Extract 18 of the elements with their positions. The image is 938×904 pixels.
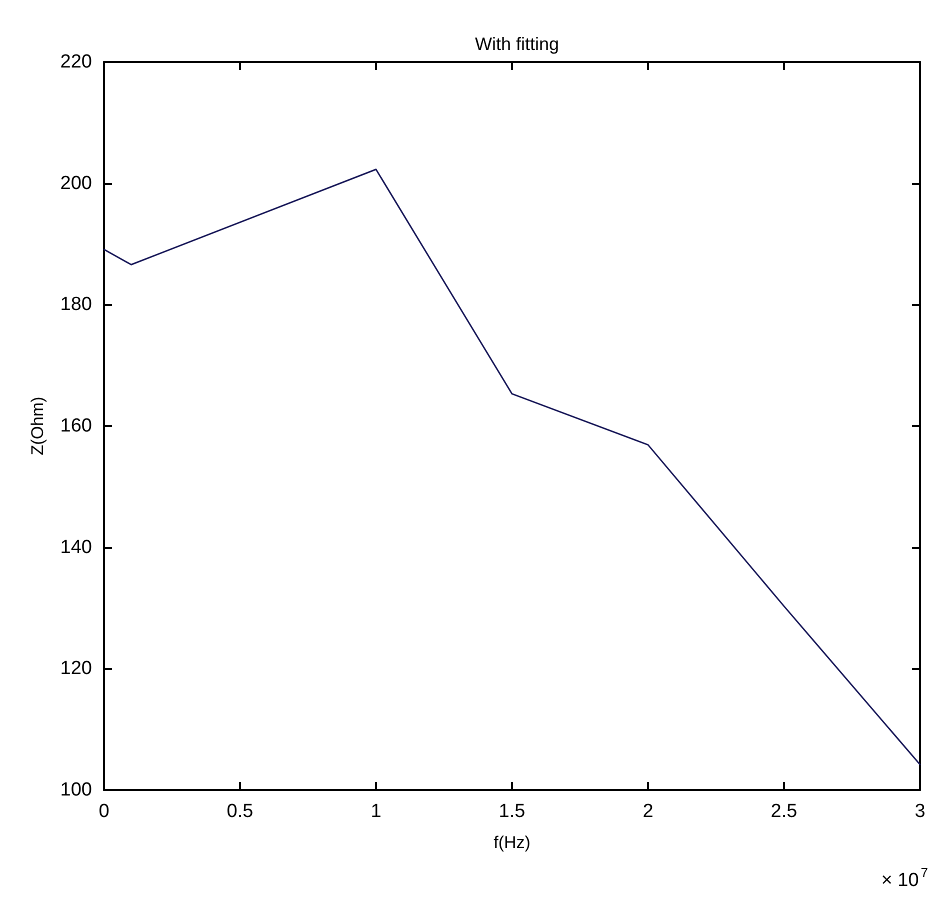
y-tick-label: 120 — [60, 658, 92, 680]
y-tick-label: 100 — [60, 780, 92, 800]
x-tick-label: 2 — [642, 801, 654, 822]
x-tick-label: 1 — [370, 801, 382, 822]
x-axis-title: f(Hz) — [494, 833, 530, 852]
y-tick-label: 200 — [60, 172, 92, 194]
x-tick-label: 3 — [914, 801, 926, 822]
x-tick-label: 2.5 — [770, 801, 798, 822]
x-tick-label: 1.5 — [498, 801, 526, 822]
y-tick-label: 140 — [60, 536, 92, 558]
x-tick-label: 0.5 — [226, 801, 254, 822]
chart-title: With fitting — [474, 34, 560, 54]
y-axis-title: Z(Ohm) — [28, 396, 47, 456]
x-tick-label: 0 — [98, 801, 110, 822]
line-series — [103, 168, 921, 766]
y-tick-label: 160 — [60, 416, 92, 436]
y-tick-label: 220 — [60, 52, 92, 72]
y-tick-label: 180 — [60, 294, 92, 316]
